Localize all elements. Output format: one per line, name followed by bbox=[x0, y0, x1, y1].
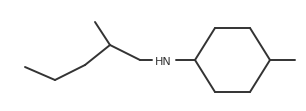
Text: HN: HN bbox=[155, 57, 171, 67]
